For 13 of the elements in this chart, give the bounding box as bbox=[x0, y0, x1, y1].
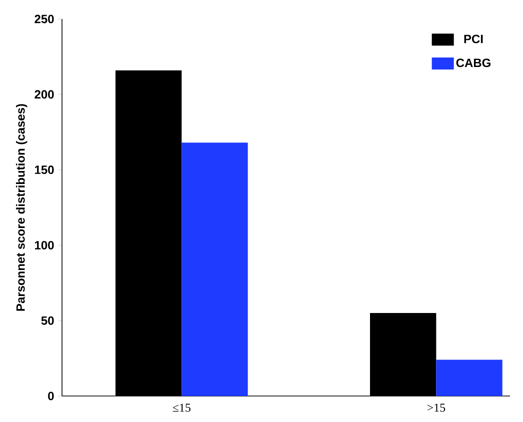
y-tick-label: 100 bbox=[35, 240, 54, 250]
legend-label: CABG bbox=[456, 58, 490, 68]
bar bbox=[182, 142, 248, 396]
y-tick-label: 200 bbox=[34, 90, 54, 99]
y-tick-label: 50 bbox=[41, 316, 54, 325]
x-tick-label: ≤15 bbox=[172, 404, 190, 412]
y-tick-label: 150 bbox=[35, 166, 54, 174]
bar bbox=[436, 360, 502, 396]
y-axis-title: Parsonnet score distribution (cases) bbox=[16, 104, 28, 311]
x-tick-label: >15 bbox=[427, 404, 446, 412]
legend-label: PCI bbox=[464, 34, 483, 44]
y-tick-label: 250 bbox=[34, 14, 54, 24]
y-tick-label: 0 bbox=[48, 392, 54, 400]
